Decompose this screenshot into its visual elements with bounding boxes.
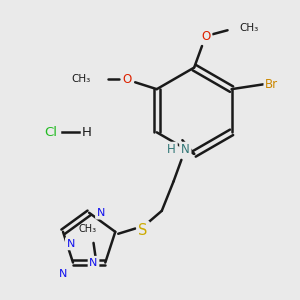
Text: Cl: Cl	[44, 126, 57, 139]
Text: N: N	[67, 238, 75, 249]
Text: N: N	[97, 208, 105, 218]
Text: Br: Br	[265, 78, 278, 91]
Text: O: O	[123, 73, 132, 86]
Text: N: N	[59, 269, 68, 279]
Text: H: H	[167, 143, 176, 157]
Text: N: N	[181, 143, 190, 157]
Text: CH₃: CH₃	[72, 74, 91, 84]
Text: CH₃: CH₃	[239, 23, 259, 33]
Text: O: O	[201, 30, 211, 43]
Text: N: N	[89, 257, 98, 268]
Text: H: H	[81, 126, 91, 139]
Text: S: S	[138, 223, 148, 238]
Text: CH₃: CH₃	[79, 224, 97, 234]
